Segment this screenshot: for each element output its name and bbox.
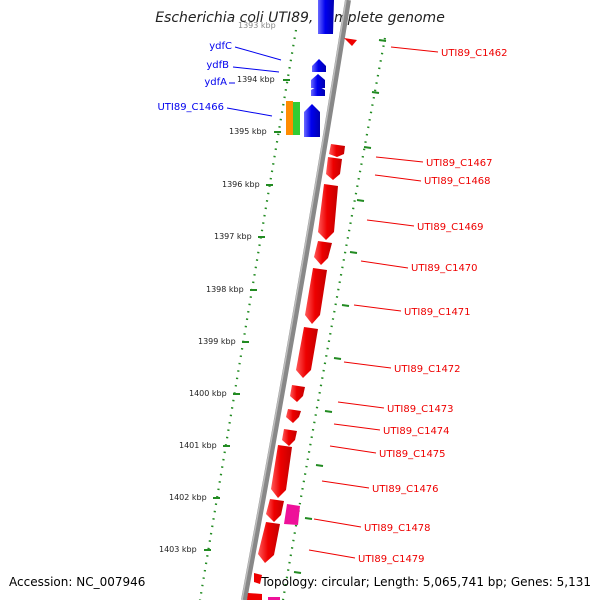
inner-ring-marks <box>204 79 290 551</box>
gene-label-ydfB: ydfB <box>206 60 229 71</box>
tick-label-1401: 1401 kbp <box>179 441 217 450</box>
gene-arrow-UTI89_C1466 <box>304 104 320 137</box>
gene-label-UTI89_C1478: UTI89_C1478 <box>364 523 431 534</box>
gene-arrow-ydfC <box>312 59 326 72</box>
leader-line-ydfB <box>232 66 280 73</box>
rna-bar-green <box>293 102 300 135</box>
tick-label-1397: 1397 kbp <box>214 232 252 241</box>
leader-line-UTI89_C1466 <box>226 107 273 117</box>
gene-label-UTI89_C1475: UTI89_C1475 <box>379 449 446 460</box>
gene-label-UTI89_C1462: UTI89_C1462 <box>441 48 508 59</box>
map-title: Escherichia coli UTI89, complete genome <box>155 10 445 26</box>
gene-label-UTI89_C1473: UTI89_C1473 <box>387 404 454 415</box>
leader-line-UTI89_C1475 <box>329 445 377 454</box>
gene-arrow-UTI89_C1478 <box>284 504 300 525</box>
rna-bar-orange <box>286 101 293 135</box>
gene-label-UTI89_C1470: UTI89_C1470 <box>411 263 478 274</box>
gene-label-UTI89_C1468: UTI89_C1468 <box>424 176 491 187</box>
leader-line-UTI89_C1478 <box>313 518 362 528</box>
gene-arrow-UTI89_C1470 <box>314 241 332 265</box>
gene-arrow-UTI89_C1469 <box>318 184 338 240</box>
gene-arrow-UTI89_C1462 <box>344 38 357 46</box>
genome-backbone <box>241 0 351 600</box>
tick-label-1393: 1393 kbp <box>238 21 276 30</box>
gene-label-UTI89_C1467: UTI89_C1467 <box>426 158 493 169</box>
inner-scale-ring <box>198 29 298 600</box>
gene-label-ydfC: ydfC <box>209 41 232 52</box>
leader-line-UTI89_C1468 <box>374 174 422 182</box>
gene-label-UTI89_C1476: UTI89_C1476 <box>372 484 439 495</box>
gene-arrow-UTI89_C1476 <box>271 445 292 498</box>
gene-arrow-bottom-pink <box>268 597 280 600</box>
gene-label-UTI89_C1474: UTI89_C1474 <box>383 426 450 437</box>
gene-label-UTI89_C1472: UTI89_C1472 <box>394 364 461 375</box>
gene-label-UTI89_C1479: UTI89_C1479 <box>358 554 425 565</box>
topology-label: Topology: circular; Length: 5,065,741 bp… <box>261 575 591 589</box>
tick-label-1394: 1394 kbp <box>237 75 275 84</box>
leader-line-UTI89_C1474 <box>333 423 381 431</box>
tick-label-1403: 1403 kbp <box>159 545 197 554</box>
gene-arrow-UTI89_C1474 <box>286 409 301 423</box>
tick-label-1398: 1398 kbp <box>206 285 244 294</box>
leader-line-UTI89_C1472 <box>343 361 392 369</box>
gene-arrow-ydfB <box>311 74 325 88</box>
gene-arrow-bottom-2 <box>247 593 262 600</box>
gene-arrow-UTI89_C1471 <box>305 268 327 324</box>
leader-line-UTI89_C1470 <box>360 260 409 269</box>
outer-ring-marks <box>293 39 387 574</box>
tick-label-1395: 1395 kbp <box>229 127 267 136</box>
gene-arrow-UTI89_C1479 <box>258 522 280 563</box>
leader-line-UTI89_C1467 <box>375 156 424 163</box>
tick-label-1396: 1396 kbp <box>222 180 260 189</box>
gene-label-UTI89_C1469: UTI89_C1469 <box>417 222 484 233</box>
leader-line-UTI89_C1476 <box>321 480 370 489</box>
gene-arrow-ydfA <box>311 86 325 96</box>
gene-arrow-UTI89_C1475 <box>282 429 297 446</box>
gene-arrow-UTI89_C1467 <box>329 144 345 157</box>
leader-line-ydfC <box>234 46 282 61</box>
gene-arrow-UTI89_C1468 <box>326 157 342 180</box>
accession-label: Accession: NC_007946 <box>9 575 146 589</box>
leader-line-UTI89_C1479 <box>308 549 356 559</box>
gene-label-ydfA: ydfA <box>204 77 227 88</box>
gene-arrow-top-partial <box>318 0 334 34</box>
leader-line-UTI89_C1473 <box>337 401 385 409</box>
tick-label-1400: 1400 kbp <box>189 389 227 398</box>
backbone-highlight <box>241 0 347 600</box>
gene-arrow-UTI89_C1473 <box>290 385 305 402</box>
tick-label-1402: 1402 kbp <box>169 493 207 502</box>
tick-label-1399: 1399 kbp <box>198 337 236 346</box>
gene-arrow-UTI89_C1472 <box>296 327 318 378</box>
gene-label-UTI89_C1471: UTI89_C1471 <box>404 307 471 318</box>
leader-line-UTI89_C1471 <box>353 304 402 312</box>
leader-line-UTI89_C1469 <box>366 219 415 227</box>
gene-arrow-bottom-1 <box>254 573 262 584</box>
gene-label-UTI89_C1466: UTI89_C1466 <box>157 102 224 113</box>
leader-line-UTI89_C1462 <box>390 46 439 53</box>
gene-arrow-C1477 <box>266 499 284 522</box>
